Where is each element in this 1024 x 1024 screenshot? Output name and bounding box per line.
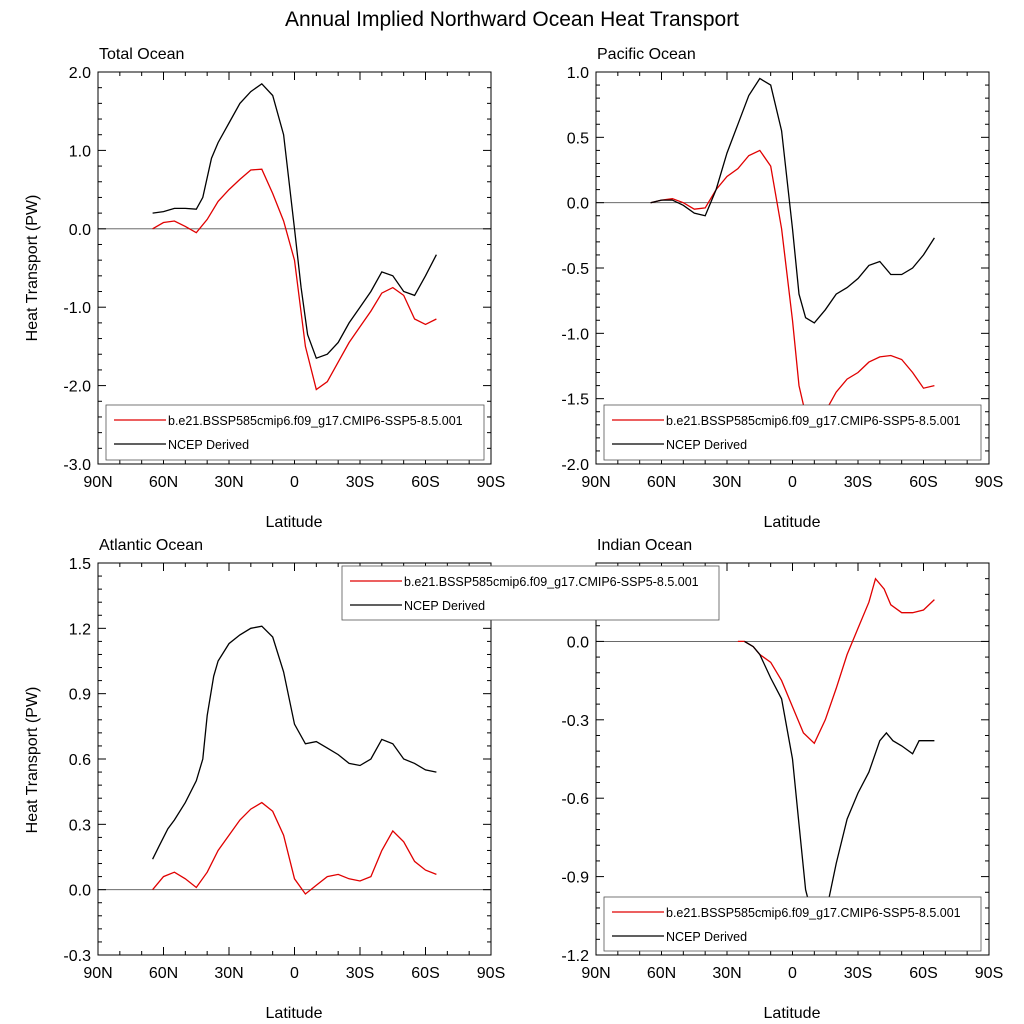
y-tick-label: 0.5 — [567, 130, 589, 147]
x-tick-label: 90N — [581, 965, 610, 982]
x-tick-label: 90N — [83, 474, 112, 491]
y-tick-label: -0.9 — [561, 870, 589, 887]
y-tick-label: -0.5 — [561, 261, 589, 278]
y-tick-label: -1.0 — [561, 326, 589, 343]
panel-title: Atlantic Ocean — [99, 537, 203, 554]
series-model-line — [152, 168, 437, 391]
x-tick-label: 30S — [346, 474, 374, 491]
legend-model-label: b.e21.BSSP585cmip6.f09_g17.CMIP6-SSP5-8.… — [666, 906, 961, 920]
x-tick-label: 0 — [290, 965, 299, 982]
y-tick-label: 0.3 — [69, 817, 91, 834]
y-tick-label: -0.6 — [561, 791, 589, 808]
x-axis-label: Latitude — [266, 1005, 323, 1022]
y-tick-label: 1.2 — [69, 621, 91, 638]
y-tick-label: 2.0 — [69, 65, 91, 82]
legend-obs-label: NCEP Derived — [168, 438, 249, 452]
x-axis-label: Latitude — [764, 514, 821, 531]
series-obs-line — [650, 77, 935, 324]
x-tick-label: 0 — [788, 474, 797, 491]
y-tick-label: -3.0 — [63, 457, 91, 474]
y-tick-label: 0.0 — [567, 196, 589, 213]
y-axis-label: Heat Transport (PW) — [24, 687, 41, 834]
legend-obs-label: NCEP Derived — [404, 599, 485, 613]
y-tick-label: 0.0 — [69, 883, 91, 900]
y-tick-label: 1.0 — [69, 143, 91, 160]
x-axis-label: Latitude — [764, 1005, 821, 1022]
x-tick-label: 90S — [477, 965, 505, 982]
x-tick-label: 30N — [712, 474, 741, 491]
legend: b.e21.BSSP585cmip6.f09_g17.CMIP6-SSP5-8.… — [603, 896, 982, 952]
y-tick-label: 0.9 — [69, 687, 91, 704]
x-tick-label: 30N — [712, 965, 741, 982]
y-tick-label: -1.5 — [561, 392, 589, 409]
x-axis-label: Latitude — [266, 514, 323, 531]
legend-box — [341, 565, 720, 621]
plot-frame — [595, 71, 990, 465]
y-tick-label: 1.0 — [567, 65, 589, 82]
x-tick-label: 30S — [844, 474, 872, 491]
panel-title: Indian Ocean — [597, 537, 692, 554]
plot-frame — [97, 71, 492, 465]
x-tick-label: 60N — [647, 474, 676, 491]
x-tick-label: 60N — [149, 965, 178, 982]
series-model-line — [650, 149, 935, 426]
x-tick-label: 90S — [975, 965, 1003, 982]
y-tick-label: -0.3 — [63, 948, 91, 965]
legend-model-label: b.e21.BSSP585cmip6.f09_g17.CMIP6-SSP5-8.… — [404, 575, 699, 589]
y-tick-label: -2.0 — [561, 457, 589, 474]
panel-title: Pacific Ocean — [597, 46, 696, 63]
x-tick-label: 60S — [909, 965, 937, 982]
y-tick-label: -0.3 — [561, 713, 589, 730]
x-tick-label: 0 — [788, 965, 797, 982]
panel-pacific-ocean: Pacific Ocean Latitude 1.0 0.5 0.0 -0.5 -1.0… — [561, 46, 1003, 531]
x-tick-label: 0 — [290, 474, 299, 491]
legend-model-label: b.e21.BSSP585cmip6.f09_g17.CMIP6-SSP5-8.… — [168, 414, 463, 428]
x-tick-label: 60N — [647, 965, 676, 982]
legend-box — [105, 404, 485, 461]
legend-box — [603, 404, 982, 461]
y-tick-label: -1.2 — [561, 948, 589, 965]
series-model-line — [737, 577, 935, 745]
x-tick-label: 60S — [411, 474, 439, 491]
x-tick-label: 60N — [149, 474, 178, 491]
series-obs-line — [152, 82, 437, 360]
legend-obs-label: NCEP Derived — [666, 930, 747, 944]
panel-total-ocean: Total Ocean Heat Transport (PW) Latitude… — [24, 46, 505, 531]
plot-frame — [595, 562, 990, 956]
panel-title: Total Ocean — [99, 46, 184, 63]
legend-obs-label: NCEP Derived — [666, 438, 747, 452]
y-tick-label: 1.5 — [69, 556, 91, 573]
x-tick-label: 60S — [411, 965, 439, 982]
y-tick-label: -1.0 — [63, 300, 91, 317]
x-tick-label: 30N — [214, 965, 243, 982]
panel-indian-ocean: Indian Ocean Latitude 0.0 -0.3 -0.6 -0.9 -1.… — [561, 537, 1003, 1022]
x-tick-label: 90S — [477, 474, 505, 491]
x-tick-label: 90N — [83, 965, 112, 982]
series-obs-line — [744, 640, 935, 931]
y-tick-label: 0.0 — [69, 222, 91, 239]
legend-atlantic: b.e21.BSSP585cmip6.f09_g17.CMIP6-SSP5-8.… — [341, 565, 720, 621]
y-tick-label: 0.6 — [69, 752, 91, 769]
series-model-line — [152, 801, 437, 895]
x-tick-label: 90S — [975, 474, 1003, 491]
series-obs-line — [152, 625, 437, 860]
legend: b.e21.BSSP585cmip6.f09_g17.CMIP6-SSP5-8.… — [105, 404, 485, 461]
x-tick-label: 30S — [844, 965, 872, 982]
panel-atlantic-ocean: Atlantic Ocean Heat Transport (PW) Latit… — [24, 537, 505, 1022]
legend: b.e21.BSSP585cmip6.f09_g17.CMIP6-SSP5-8.… — [603, 404, 982, 461]
y-tick-label: 0.0 — [567, 634, 589, 651]
x-tick-label: 60S — [909, 474, 937, 491]
page-title: Annual Implied Northward Ocean Heat Tran… — [285, 8, 739, 31]
x-tick-label: 90N — [581, 474, 610, 491]
plot-frame — [97, 562, 492, 956]
x-tick-label: 30S — [346, 965, 374, 982]
legend-box — [603, 896, 982, 952]
y-tick-label: -2.0 — [63, 379, 91, 396]
y-axis-label: Heat Transport (PW) — [24, 195, 41, 342]
x-tick-label: 30N — [214, 474, 243, 491]
legend-model-label: b.e21.BSSP585cmip6.f09_g17.CMIP6-SSP5-8.… — [666, 414, 961, 428]
